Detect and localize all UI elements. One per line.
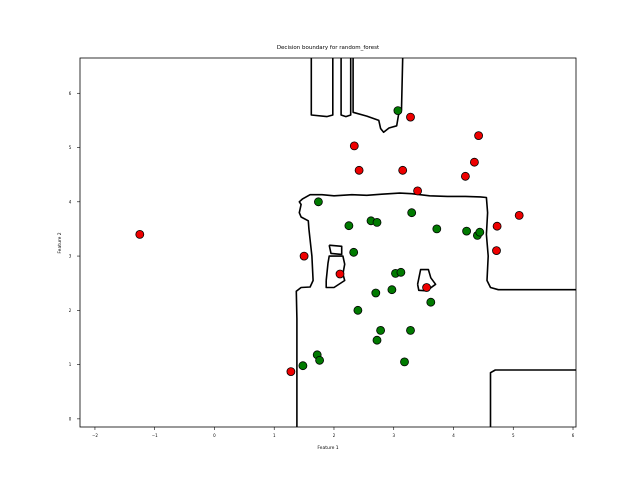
x-tick-label: 5: [512, 433, 515, 438]
decision-boundary-segment: [325, 255, 346, 289]
data-point-green: [349, 247, 359, 257]
x-tick-label: 2: [333, 433, 336, 438]
data-point-red: [514, 210, 524, 220]
y-tick-label: 3: [69, 254, 72, 259]
x-tick-label: 3: [392, 433, 395, 438]
data-point-green: [353, 305, 363, 315]
x-tick-label: −1: [152, 433, 158, 438]
y-tick-label: 2: [69, 308, 72, 313]
data-point-green: [387, 285, 397, 295]
data-point-red: [398, 165, 408, 175]
chart-title: Decision boundary for random_forest: [277, 45, 380, 51]
data-point-red: [135, 229, 145, 239]
data-point-red: [286, 367, 296, 377]
data-point-green: [372, 217, 382, 227]
data-point-green: [372, 335, 382, 345]
data-point-green: [396, 267, 406, 277]
data-point-green: [400, 357, 409, 367]
data-point-red: [492, 221, 502, 231]
data-point-green: [344, 221, 354, 231]
data-point-red: [354, 165, 364, 175]
data-point-red: [349, 141, 359, 151]
data-point-red: [469, 157, 479, 167]
data-point-green: [426, 297, 436, 307]
decision-boundary-segment: [489, 369, 576, 427]
data-point-green: [475, 227, 485, 237]
data-point-green: [393, 106, 403, 115]
data-point-red: [413, 186, 423, 196]
decision-boundary-segment: [416, 268, 437, 292]
y-tick-label: 1: [69, 362, 72, 367]
data-point-green: [313, 197, 323, 207]
data-point-green: [315, 355, 325, 365]
y-tick-label: 5: [69, 145, 72, 150]
x-tick-label: 6: [572, 433, 575, 438]
x-tick-label: 1: [273, 433, 276, 438]
data-point-green: [462, 226, 472, 236]
y-axis-title: Feature 2: [57, 232, 63, 253]
decision-boundary-segment: [340, 58, 352, 118]
x-axis-ticks: −2 −1 0 1 2 3 4 5 6: [92, 427, 575, 438]
decision-boundary-segment: [328, 244, 343, 256]
data-point-green: [406, 325, 415, 335]
data-point-green: [432, 224, 442, 234]
y-axis-ticks: 0 1 2 3 4 5 6: [69, 91, 80, 421]
x-tick-label: −2: [92, 433, 98, 438]
data-point-red: [406, 112, 415, 122]
y-tick-label: 0: [69, 416, 72, 421]
data-point-green: [298, 361, 308, 371]
y-tick-label: 4: [69, 199, 72, 204]
data-point-red: [422, 283, 432, 292]
data-point-green: [376, 325, 386, 335]
data-point-green: [371, 288, 381, 298]
decision-boundary-lines: [295, 57, 576, 427]
data-point-red: [492, 246, 501, 256]
y-tick-label: 6: [69, 91, 72, 96]
data-point-green: [407, 208, 417, 218]
x-tick-label: 0: [213, 433, 216, 438]
x-tick-label: 4: [452, 433, 455, 438]
plot-area-frame: [79, 57, 577, 428]
decision-boundary-segment: [310, 58, 334, 118]
decision-boundary-segment: [295, 192, 576, 427]
data-point-red: [474, 131, 484, 141]
x-axis-title: Feature 1: [317, 445, 338, 451]
data-points: [135, 106, 524, 377]
data-point-red: [335, 269, 345, 279]
data-point-red: [299, 251, 309, 261]
data-point-red: [460, 171, 470, 181]
